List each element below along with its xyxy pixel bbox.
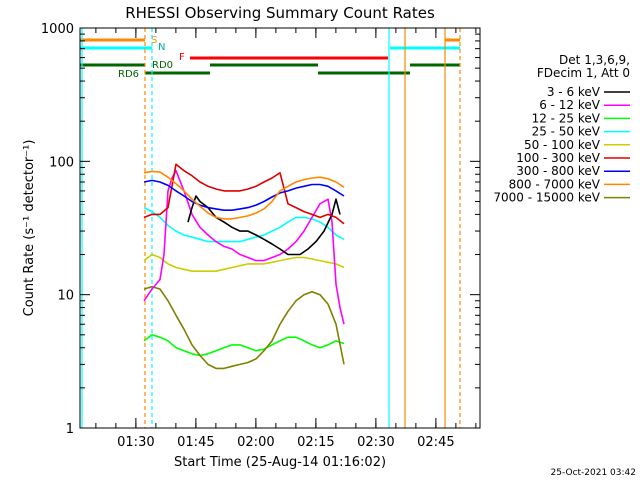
legend-entry-label: 100 - 300 keV <box>516 151 600 165</box>
series-line-50-100-kev <box>143 253 345 272</box>
series-line-3-6-kev <box>187 195 341 256</box>
legend-entry-label: 800 - 7000 keV <box>509 177 601 191</box>
legend-entry-label: 7000 - 15000 keV <box>493 191 600 205</box>
legend-entry-label: 3 - 6 keV <box>547 85 601 99</box>
flag-label: RD0 <box>152 60 173 71</box>
y-axis-label: Count Rate (s⁻¹ detector⁻¹) <box>22 140 37 317</box>
y-tick-label: 1 <box>66 422 74 437</box>
series-line-7000-15000-kev <box>143 285 345 370</box>
series-line-300-800-kev <box>143 179 345 211</box>
legend-entry-label: 6 - 12 keV <box>539 98 601 112</box>
series-layer <box>143 163 345 370</box>
x-tick-label: 02:00 <box>237 435 274 450</box>
y-tick-label: 100 <box>49 155 74 170</box>
y-tick-label: 10 <box>57 289 74 304</box>
legend-entry-label: 50 - 100 keV <box>524 138 601 152</box>
legend-entry-label: 300 - 800 keV <box>516 164 600 178</box>
footer-timestamp: 25-Oct-2021 03:42 <box>551 468 636 478</box>
legend-header-line-2: FDecim 1, Att 0 <box>537 66 630 80</box>
legend-header-line-1: Det 1,3,6,9, <box>559 53 630 67</box>
series-line-800-7000-kev <box>143 170 345 220</box>
axes-layer: 1 10 100 1000 01:30 01:45 02:00 02:15 02:30 02:45 <box>41 22 481 450</box>
flag-label: S <box>151 35 157 46</box>
chart-title: RHESSI Observing Summary Count Rates <box>125 4 435 22</box>
x-tick-label: 02:45 <box>417 435 454 450</box>
series-line-12-25-kev <box>143 334 345 357</box>
series-line-100-300-kev <box>143 163 345 225</box>
flag-label: N <box>158 42 165 53</box>
x-tick-label: 02:15 <box>297 435 334 450</box>
x-axis-label: Start Time (25-Aug-14 01:16:02) <box>174 455 386 470</box>
legend-entry-label: 25 - 50 keV <box>532 125 601 139</box>
legend-entry-label: 12 - 25 keV <box>532 111 601 125</box>
flag-label: RD6 <box>118 69 139 80</box>
y-tick-label: 1000 <box>41 22 74 37</box>
x-tick-label: 02:30 <box>357 435 394 450</box>
plot-frame <box>79 27 481 429</box>
legend: Det 1,3,6,9, FDecim 1, Att 0 3 - 6 keV6 … <box>493 53 630 205</box>
x-tick-label: 01:45 <box>177 435 214 450</box>
flags-layer: SN F RD0 RD6 <box>80 28 461 428</box>
flag-label: F <box>179 52 185 63</box>
x-tick-label: 01:30 <box>117 435 154 450</box>
